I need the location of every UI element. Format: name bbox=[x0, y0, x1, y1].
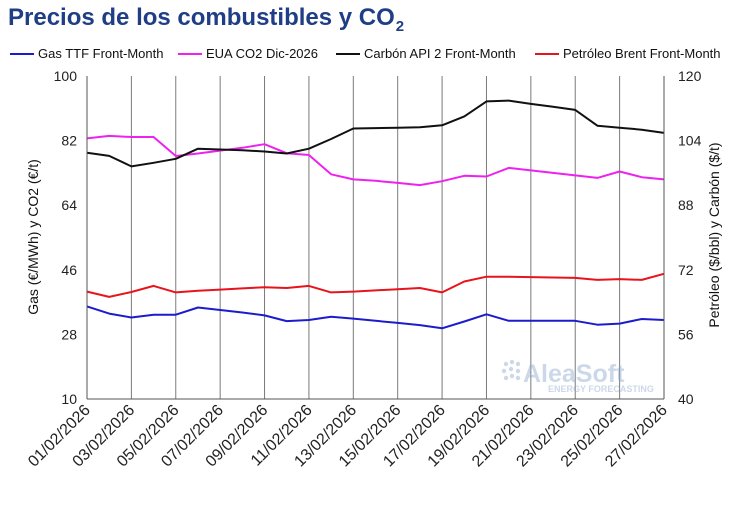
axes bbox=[86, 76, 665, 400]
watermark-tagline: ENERGY FORECASTING bbox=[548, 384, 654, 394]
right-y-tick-label: 88 bbox=[678, 197, 694, 213]
legend-item-2: Carbón API 2 Front-Month bbox=[336, 46, 516, 61]
right-y-tick-label: 40 bbox=[678, 391, 694, 407]
watermark-brand: AleaSoft bbox=[523, 360, 625, 388]
series-line-2 bbox=[86, 99, 665, 168]
left-y-tick-label: 10 bbox=[61, 391, 77, 407]
legend-label: EUA CO2 Dic-2026 bbox=[206, 46, 318, 61]
left-y-tick-label: 64 bbox=[61, 197, 77, 213]
series-lines bbox=[86, 99, 665, 330]
chart-title-main: Precios de los combustibles y CO bbox=[8, 4, 395, 31]
left-y-axis-ticks: 10 28 46 64 82 100 bbox=[54, 68, 78, 407]
x-axis-ticks: 01/02/202603/02/202605/02/202607/02/2026… bbox=[25, 402, 671, 471]
series-line-1 bbox=[86, 134, 665, 187]
right-y-tick-label: 56 bbox=[678, 326, 694, 342]
series-line-0 bbox=[86, 305, 665, 330]
legend-item-3: Petróleo Brent Front-Month bbox=[535, 46, 721, 61]
left-y-tick-label: 100 bbox=[54, 68, 78, 84]
left-y-tick-label: 46 bbox=[61, 262, 77, 278]
right-y-tick-label: 104 bbox=[678, 133, 702, 149]
chart-title-subscript: 2 bbox=[395, 18, 405, 35]
legend: Gas TTF Front-Month EUA CO2 Dic-2026 Carbó… bbox=[10, 46, 721, 61]
legend-label: Carbón API 2 Front-Month bbox=[364, 46, 516, 61]
legend-item-0: Gas TTF Front-Month bbox=[10, 46, 163, 61]
watermark-logo: AleaSoft ENERGY FORECASTING bbox=[501, 359, 654, 394]
right-y-tick-label: 72 bbox=[678, 262, 694, 278]
left-y-tick-label: 28 bbox=[61, 326, 77, 342]
right-y-axis-ticks: 40 56 72 88 104 120 bbox=[678, 68, 702, 407]
chart-title: Precios de los combustibles y CO2 bbox=[8, 4, 404, 35]
left-y-tick-label: 82 bbox=[61, 133, 77, 149]
legend-item-1: EUA CO2 Dic-2026 bbox=[178, 46, 318, 61]
right-y-tick-label: 120 bbox=[678, 68, 702, 84]
grid-lines bbox=[130, 76, 621, 399]
left-y-axis-label: Gas (€/MWh) y CO2 (€/t) bbox=[25, 159, 41, 315]
series-line-3 bbox=[86, 272, 665, 298]
legend-label: Petróleo Brent Front-Month bbox=[563, 46, 721, 61]
legend-label: Gas TTF Front-Month bbox=[38, 46, 163, 61]
right-y-axis-label: Petróleo ($/bbl) y Carbón ($/t) bbox=[706, 142, 722, 327]
aleasoft-logo-icon bbox=[501, 359, 521, 381]
